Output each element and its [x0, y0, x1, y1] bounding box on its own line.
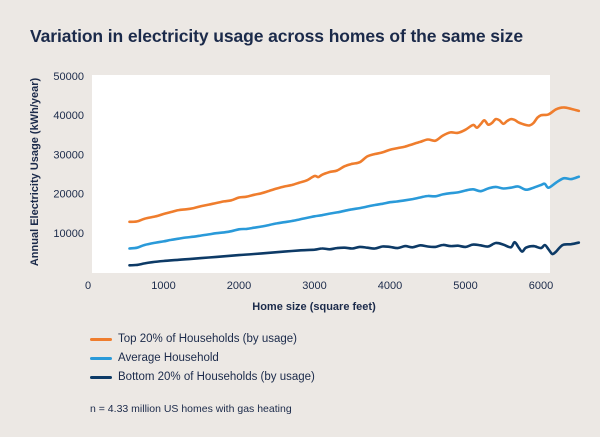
legend-swatch-bottom20	[90, 375, 112, 379]
footnote: n = 4.33 million US homes with gas heati…	[90, 403, 292, 415]
legend-label-top20: Top 20% of Households (by usage)	[118, 333, 297, 345]
legend-item-average: Average Household	[90, 349, 315, 367]
x-ticks: 0 1000 2000 3000 4000 5000 6000	[85, 280, 553, 292]
y-axis-label: Annual Electricity Usage (kWh/year)	[29, 78, 41, 267]
legend-item-bottom20: Bottom 20% of Households (by usage)	[90, 368, 315, 386]
x-tick-label: 1000	[151, 280, 175, 292]
x-tick-label: 5000	[453, 280, 477, 292]
y-tick-label: 30000	[53, 149, 84, 161]
legend-label-average: Average Household	[118, 352, 219, 364]
y-tick-label: 10000	[53, 228, 84, 240]
legend: Top 20% of Households (by usage) Average…	[90, 330, 315, 387]
x-tick-label: 3000	[302, 280, 326, 292]
legend-item-top20: Top 20% of Households (by usage)	[90, 330, 315, 348]
series-line-average	[128, 175, 581, 250]
legend-label-bottom20: Bottom 20% of Households (by usage)	[118, 371, 315, 383]
x-tick-label: 6000	[529, 280, 553, 292]
x-axis-label: Home size (square feet)	[252, 301, 376, 313]
series-line-top20	[128, 106, 581, 224]
legend-swatch-top20	[90, 337, 112, 341]
x-tick-label: 4000	[378, 280, 402, 292]
legend-swatch-average	[90, 356, 112, 360]
y-tick-label: 40000	[53, 110, 84, 122]
chart-title: Variation in electricity usage across ho…	[30, 26, 523, 46]
x-tick-label: 2000	[227, 280, 251, 292]
series-line-bottom20	[128, 240, 581, 267]
y-tick-label: 20000	[53, 189, 84, 201]
y-tick-label: 50000	[53, 71, 84, 83]
x-tick-label: 0	[85, 280, 91, 292]
y-ticks: 10000 20000 30000 40000 50000	[53, 71, 84, 240]
series-lines	[128, 106, 581, 267]
